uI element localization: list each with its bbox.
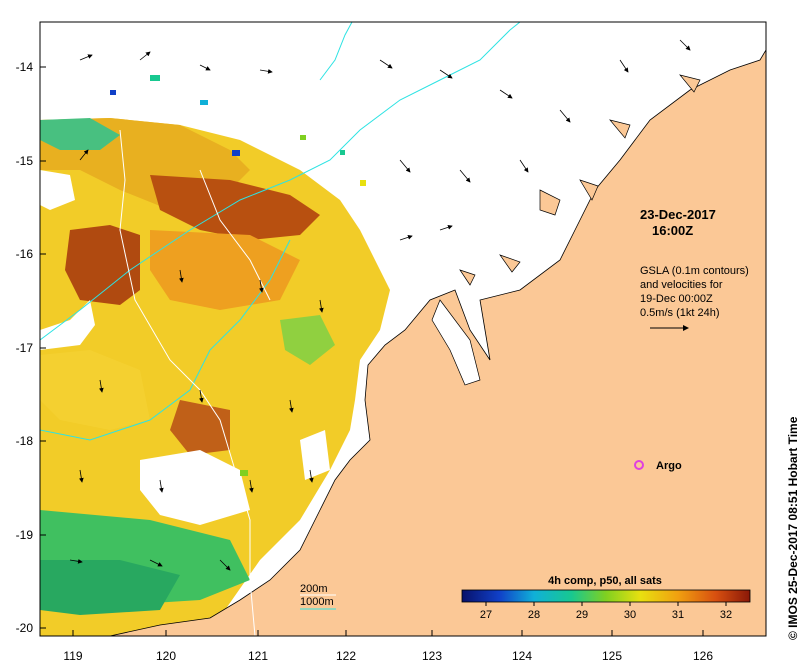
lon-label: 120 [156, 649, 176, 663]
gsla-legend: GSLA (0.1m contours) and velocities for … [640, 265, 749, 331]
legend-line: GSLA (0.1m contours) [640, 265, 749, 277]
lon-axis: 119 120 121 122 123 124 125 126 [63, 630, 713, 663]
isobath-200-label: 200m [300, 583, 328, 595]
colorbar-tick-label: 30 [624, 609, 636, 621]
velocity-arrows [69, 39, 691, 571]
sst-field [40, 75, 390, 636]
lon-label: 124 [512, 649, 532, 663]
imos-credit: © IMOS 25-Dec-2017 08:51 Hobart Time [786, 416, 800, 640]
argo-label: Argo [656, 460, 682, 472]
legend-line: 0.5m/s (1kt 24h) [640, 307, 719, 319]
lon-label: 121 [248, 649, 268, 663]
lat-label: -14 [16, 60, 34, 74]
isobath-1000m-line-3 [40, 239, 291, 441]
lon-label: 126 [693, 649, 713, 663]
isobath-legend: 200m 1000m [300, 583, 336, 610]
lon-label: 119 [63, 649, 82, 663]
lat-label: -19 [16, 528, 34, 542]
lat-label: -20 [16, 621, 34, 635]
colorbar-gradient [461, 589, 751, 603]
lat-label: -16 [16, 247, 34, 261]
colorbar-tick-label: 32 [720, 609, 732, 621]
colorbar-tick-label: 29 [576, 609, 588, 621]
map-date: 23-Dec-2017 [640, 207, 716, 222]
isobath-1000m-line [40, 22, 521, 341]
legend-line: and velocities for [640, 279, 723, 291]
legend-line: 19-Dec 00:00Z [640, 293, 713, 305]
colorbar-tick-label: 27 [480, 609, 492, 621]
argo-marker[interactable] [634, 460, 644, 470]
lat-axis: -14 -15 -16 -17 -18 -19 -20 [16, 60, 46, 635]
lat-label: -15 [16, 154, 34, 168]
map-time: 16:00Z [652, 223, 693, 238]
inlet [431, 299, 481, 386]
isobath-1000-label: 1000m [300, 596, 334, 608]
plot-frame [39, 21, 767, 637]
colorbar-tick-label: 28 [528, 609, 540, 621]
colorbar-title: 4h comp, p50, all sats [548, 575, 662, 587]
lon-label: 123 [422, 649, 442, 663]
isobath-1000m-line-2 [319, 22, 353, 81]
lon-label: 125 [602, 649, 622, 663]
colorbar: 4h comp, p50, all sats 27 28 29 30 31 32 [461, 575, 751, 621]
archipelago [459, 74, 701, 286]
lon-label: 122 [336, 649, 356, 663]
lat-label: -18 [16, 434, 34, 448]
colorbar-tick-label: 31 [672, 609, 684, 621]
lat-label: -17 [16, 341, 34, 355]
